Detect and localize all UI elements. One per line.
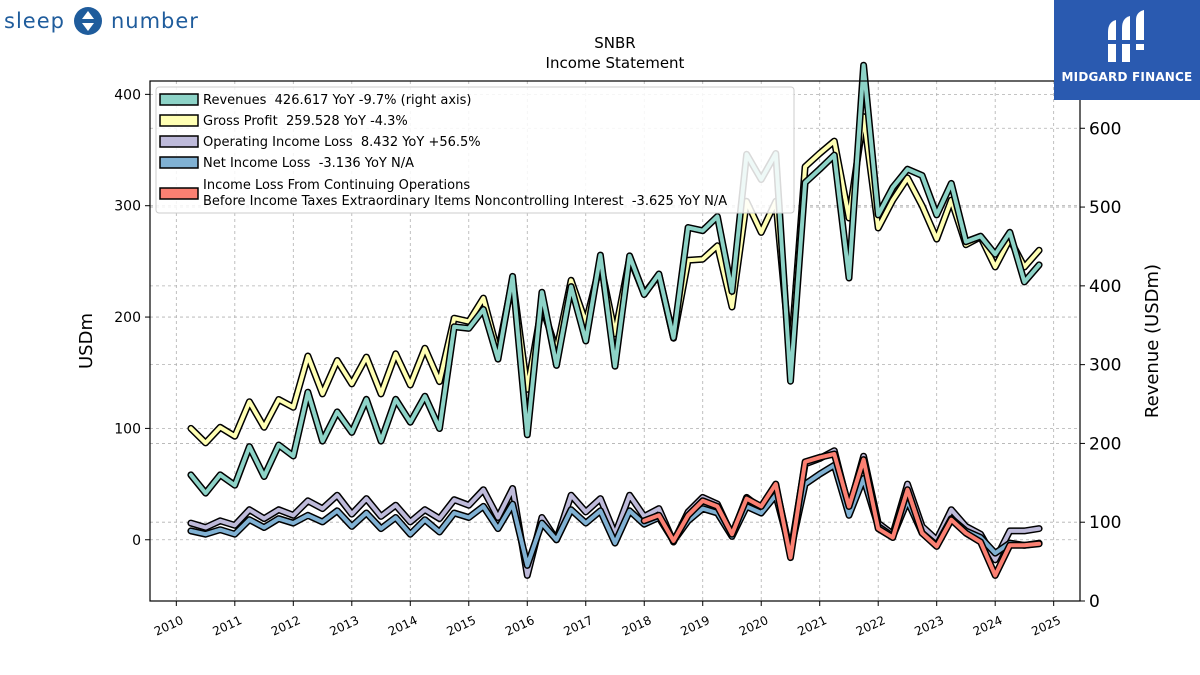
y-axis-label-left: USDm	[76, 313, 97, 369]
legend-label-revenues: Revenues 426.617 YoY -9.7% (right axis)	[203, 93, 472, 108]
y-tick-label-right: 200	[1089, 434, 1121, 454]
legend-label-net-income: Net Income Loss -3.136 YoY N/A	[203, 156, 414, 171]
legend-label-operating-income: Operating Income Loss 8.432 YoY +56.5%	[203, 135, 481, 150]
series-line-revenues	[188, 63, 1042, 496]
x-tick-label: 2012	[269, 613, 303, 639]
x-tick-label: 2021	[795, 613, 829, 639]
x-tick-label: 2015	[444, 613, 478, 639]
logo-word-number: number	[110, 9, 199, 33]
x-tick-label: 2025	[1029, 613, 1063, 639]
y-tick-label-right: 300	[1089, 356, 1121, 376]
series-layer	[187, 61, 1043, 579]
x-tick-label: 2011	[210, 613, 244, 639]
x-tick-label: 2013	[327, 613, 361, 639]
legend-swatch-pretax-income	[159, 187, 199, 200]
y-tick-label-left: 100	[114, 421, 141, 437]
x-tick-label: 2017	[561, 613, 595, 639]
x-tick-label: 2020	[737, 613, 771, 639]
x-tick-label: 2016	[503, 613, 537, 639]
y-tick-label-right: 500	[1089, 198, 1121, 218]
x-tick-label: 2022	[854, 613, 888, 639]
legend-label-gross-profit: Gross Profit 259.528 YoY -4.3%	[203, 114, 408, 129]
legend-box	[155, 86, 795, 214]
x-tick-label: 2023	[912, 613, 946, 639]
legend-swatch-gross-profit	[159, 114, 199, 127]
x-tick-label: 2010	[152, 613, 186, 639]
series-outline-pretax-income	[640, 450, 1043, 579]
y-tick-label-left: 400	[114, 87, 141, 103]
plot-frame	[149, 80, 1081, 602]
y-tick-label-left: 200	[114, 310, 141, 326]
x-tick-label: 2024	[971, 613, 1005, 639]
y-tick-label-right: 400	[1089, 277, 1121, 297]
legend-swatch-revenues	[159, 93, 199, 106]
series-line-net-income	[188, 463, 1042, 568]
series-line-gross-profit	[188, 114, 1042, 445]
midgard-finance-logo: MIDGARD FINANCE	[1054, 0, 1200, 100]
midgard-mark-icon	[1104, 10, 1150, 62]
x-tick-label: 2018	[620, 613, 654, 639]
x-tick-label: 2019	[678, 613, 712, 639]
y-tick-label-right: 100	[1089, 513, 1121, 533]
legend-label-pretax-income-line1: Income Loss From Continuing Operations	[203, 178, 470, 193]
series-line-pretax-income	[642, 452, 1042, 578]
sleep-number-logo: sleep number	[4, 4, 199, 38]
y-tick-label-right: 600	[1089, 119, 1121, 139]
legend-label-pretax-income-line2: Before Income Taxes Extraordinary Items …	[203, 194, 727, 209]
legend-swatch-operating-income	[159, 135, 199, 148]
axes: 2010 2011 2012 2013 2014 2015 2016 2017 2018 2019…	[114, 87, 1121, 638]
chart-legend: Revenues 426.617 YoY -9.7% (right axis) …	[155, 86, 795, 214]
y-tick-label-right: 0	[1089, 592, 1100, 612]
y-tick-label-left: 0	[132, 533, 141, 549]
sleep-number-mark-icon	[73, 7, 102, 35]
chart-title: SNBR	[594, 34, 635, 52]
logo-word-sleep: sleep	[4, 9, 65, 33]
y-tick-label-left: 300	[114, 199, 141, 215]
chart-subtitle: Income Statement	[546, 54, 685, 72]
x-tick-label: 2014	[386, 613, 420, 639]
midgard-finance-name: MIDGARD FINANCE	[1061, 70, 1193, 84]
y-axis-label-right: Revenue (USDm)	[1142, 264, 1163, 418]
legend-swatch-net-income	[159, 156, 199, 169]
